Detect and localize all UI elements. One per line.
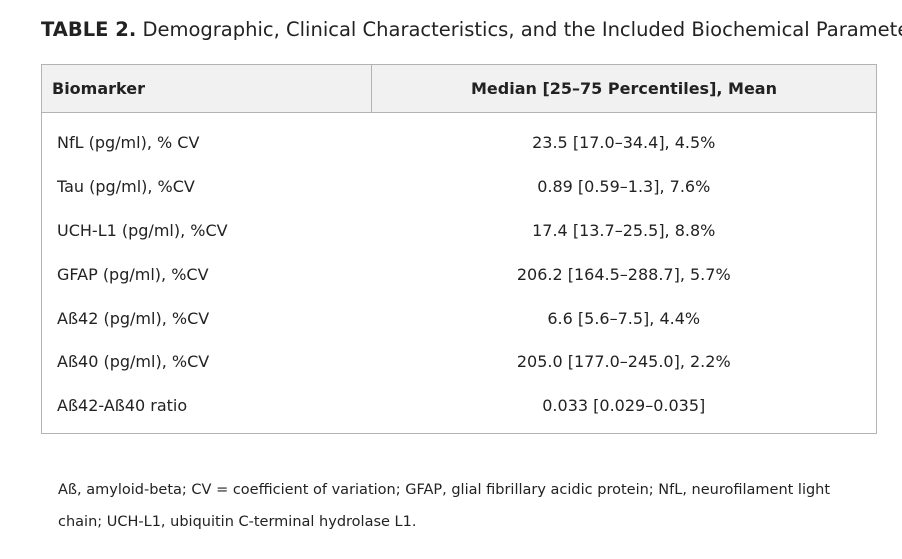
header-biomarker: Biomarker <box>42 65 372 113</box>
biomarker-value: 23.5 [17.0–34.4], 4.5% <box>532 133 716 153</box>
table-row: UCH-L1 (pg/ml), %CV 17.4 [13.7–25.5], 8.… <box>42 209 876 253</box>
table-row: NfL (pg/ml), % CV 23.5 [17.0–34.4], 4.5% <box>42 121 876 165</box>
biomarker-name: Aß42 (pg/ml), %CV <box>57 308 210 328</box>
biomarker-table-container: Biomarker Median [25–75 Percentiles], Me… <box>41 64 877 434</box>
table-title: Demographic, Clinical Characteristics, a… <box>142 18 902 41</box>
biomarker-value: 0.033 [0.029–0.035] <box>542 396 706 416</box>
biomarker-value: 0.89 [0.59–1.3], 7.6% <box>537 177 711 197</box>
table-header-row: Biomarker Median [25–75 Percentiles], Me… <box>42 65 876 113</box>
biomarker-value: 205.0 [177.0–245.0], 2.2% <box>516 352 731 372</box>
biomarker-name: Aß40 (pg/ml), %CV <box>57 352 210 372</box>
table-row: Tau (pg/ml), %CV 0.89 [0.59–1.3], 7.6% <box>42 165 876 209</box>
biomarker-value: 17.4 [13.7–25.5], 8.8% <box>532 220 716 240</box>
table-row: Aß40 (pg/ml), %CV 205.0 [177.0–245.0], 2… <box>42 340 876 384</box>
biomarker-name: Tau (pg/ml), %CV <box>57 177 195 197</box>
biomarker-value: 6.6 [5.6–7.5], 4.4% <box>547 308 701 328</box>
biomarker-name: GFAP (pg/ml), %CV <box>57 264 209 284</box>
biomarker-name: UCH-L1 (pg/ml), %CV <box>57 220 228 240</box>
table-footnote: Aß, amyloid-beta; CV = coefficient of va… <box>58 482 831 530</box>
table-row: Aß42-Aß40 ratio 0.033 [0.029–0.035] <box>42 384 876 428</box>
table-row: Aß42 (pg/ml), %CV 6.6 [5.6–7.5], 4.4% <box>42 296 876 340</box>
table-caption: TABLE 2. Demographic, Clinical Character… <box>41 17 902 43</box>
table-spacer <box>42 113 876 122</box>
table-row: GFAP (pg/ml), %CV 206.2 [164.5–288.7], 5… <box>42 252 876 296</box>
biomarker-name: NfL (pg/ml), % CV <box>57 133 200 153</box>
header-median: Median [25–75 Percentiles], Mean <box>371 65 876 113</box>
biomarker-table: Biomarker Median [25–75 Percentiles], Me… <box>42 65 876 428</box>
table-label: TABLE 2. <box>41 18 137 41</box>
biomarker-value: 206.2 [164.5–288.7], 5.7% <box>516 264 731 284</box>
biomarker-name: Aß42-Aß40 ratio <box>57 396 188 416</box>
